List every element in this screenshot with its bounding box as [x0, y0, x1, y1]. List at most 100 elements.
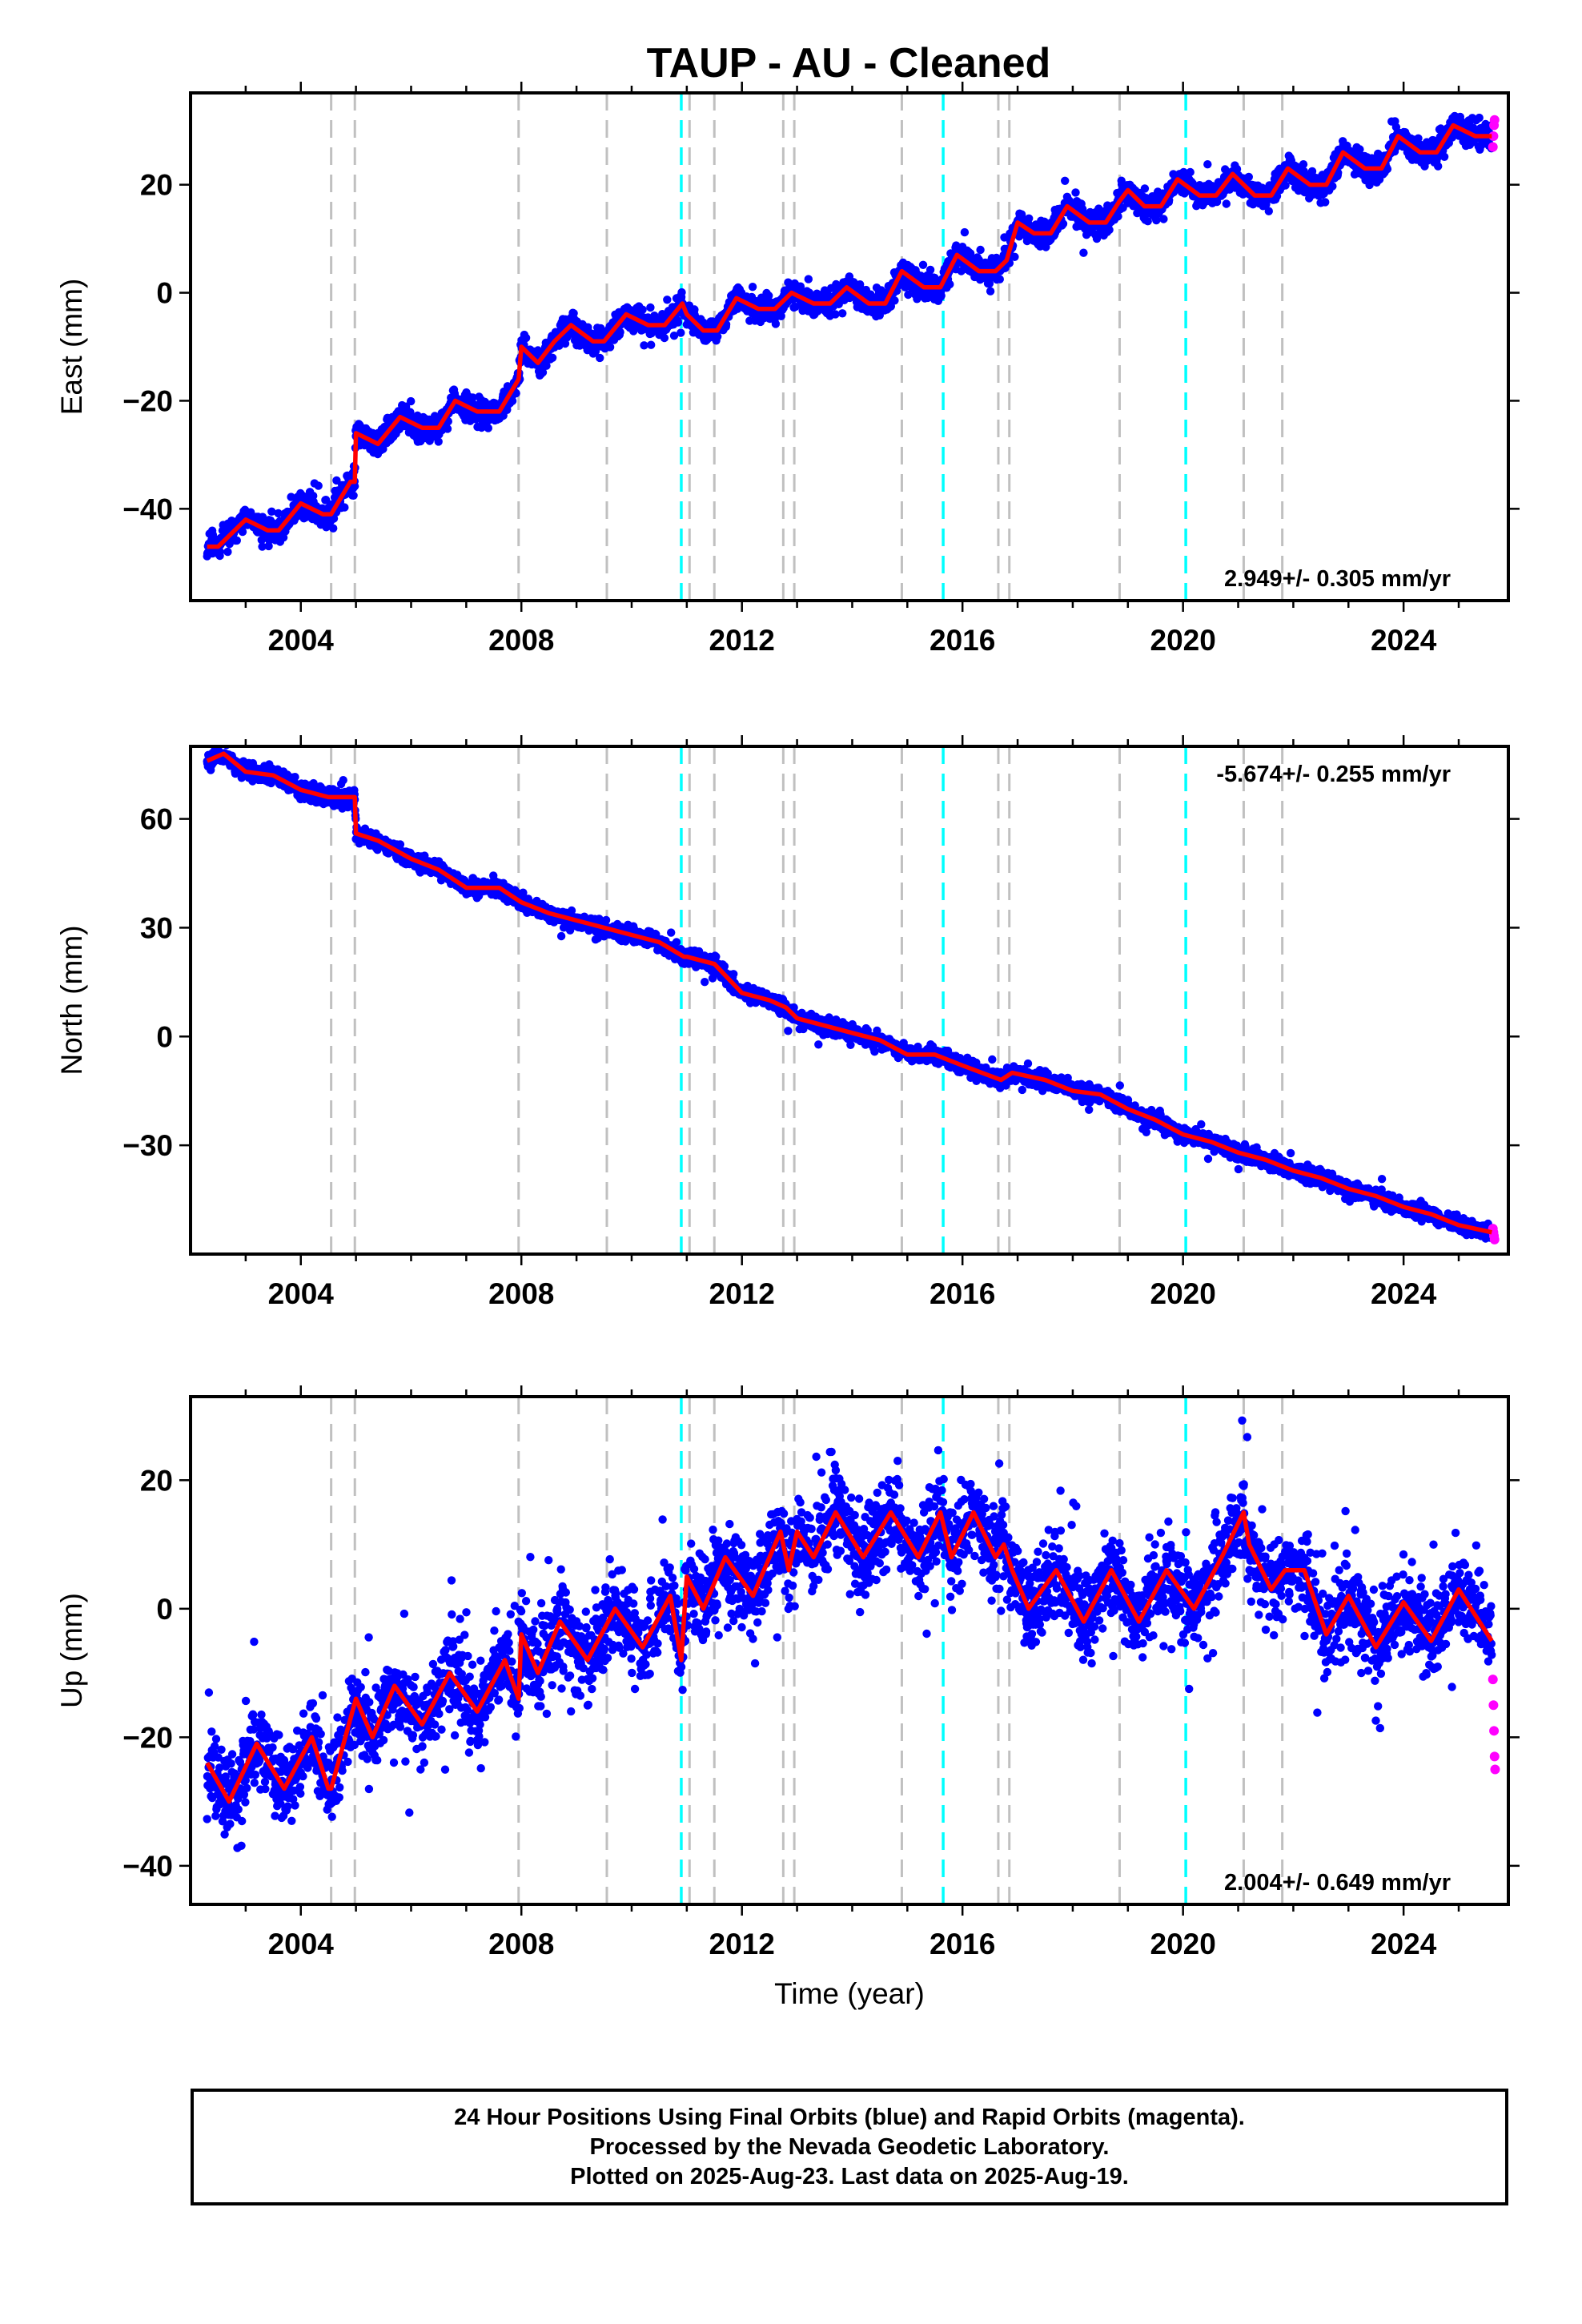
data-point: [247, 508, 255, 517]
data-point: [267, 507, 276, 516]
data-point: [1203, 160, 1212, 169]
data-point: [946, 279, 954, 289]
data-point: [1299, 160, 1308, 169]
data-point: [1159, 215, 1168, 223]
data-point: [329, 514, 339, 523]
x-tick-label: 2012: [709, 624, 775, 657]
data-point: [663, 296, 672, 304]
data-point: [1071, 188, 1080, 197]
x-tick-label: 2016: [930, 624, 995, 657]
data-point: [567, 906, 576, 915]
rapid-point: [1489, 115, 1500, 125]
data-point: [1186, 167, 1195, 177]
data-point: [232, 536, 241, 545]
data-point: [538, 368, 548, 377]
data-point: [638, 305, 647, 314]
data-point: [660, 333, 669, 343]
data-point: [1025, 214, 1034, 223]
data-point: [1355, 145, 1364, 154]
data-point: [332, 476, 341, 485]
data-point: [1244, 172, 1254, 182]
data-point: [430, 412, 440, 420]
data-point: [556, 931, 566, 941]
data-point: [1264, 207, 1274, 215]
data-point: [640, 341, 648, 350]
data-point: [1079, 248, 1088, 257]
x-tick-label: 2024: [1371, 624, 1437, 657]
data-point: [995, 275, 1005, 283]
data-point: [647, 340, 656, 349]
model-fit-line: [207, 123, 1492, 549]
data-point: [605, 343, 615, 352]
data-point: [960, 227, 970, 237]
data-point: [407, 396, 416, 406]
data-point: [831, 310, 840, 319]
data-point: [542, 361, 551, 370]
data-point: [519, 888, 528, 897]
data-point: [1321, 198, 1330, 207]
data-point: [1010, 252, 1019, 261]
data-point: [890, 296, 899, 305]
data-point: [986, 287, 995, 296]
data-point: [1058, 219, 1068, 228]
y-tick-label: 0: [156, 277, 173, 310]
data-point: [350, 482, 359, 491]
data-point: [646, 303, 655, 312]
data-point: [508, 396, 517, 405]
data-point: [291, 773, 299, 782]
data-point: [1439, 152, 1449, 161]
y-tick-label: −40: [122, 493, 173, 525]
data-point: [771, 320, 781, 328]
data-point: [1281, 181, 1290, 190]
plot-frame: [189, 91, 1510, 602]
final-orbit-points: [203, 746, 1496, 1243]
data-point: [396, 840, 405, 849]
data-point: [258, 542, 267, 551]
rate-label: 2.949+/- 0.305 mm/yr: [1224, 566, 1451, 592]
data-point: [1222, 199, 1231, 208]
rapid-point: [1488, 142, 1498, 152]
data-point: [314, 481, 323, 490]
data-point: [468, 393, 477, 402]
data-point: [1434, 162, 1443, 171]
data-point: [339, 776, 347, 785]
figure-title: TAUP - AU - Cleaned: [647, 40, 1051, 86]
y-tick-label: 20: [140, 169, 173, 202]
data-point: [1475, 113, 1484, 123]
data-point: [215, 547, 225, 557]
y-axis-label: East (mm): [55, 279, 88, 416]
data-point: [1061, 176, 1070, 185]
data-point: [926, 265, 935, 275]
x-tick-label: 2008: [488, 624, 554, 657]
data-point: [976, 245, 985, 255]
data-point: [1143, 217, 1152, 226]
data-point: [1365, 180, 1374, 190]
data-point: [521, 333, 531, 343]
data-point: [1414, 134, 1423, 143]
data-point: [677, 328, 685, 337]
rapid-orbit-points: [1488, 115, 1500, 152]
data-point: [1105, 225, 1114, 235]
data-point: [601, 915, 611, 925]
data-point: [1140, 184, 1150, 193]
data-point: [484, 424, 492, 432]
data-point: [777, 312, 785, 320]
data-point: [669, 332, 679, 340]
data-point: [1042, 243, 1050, 251]
data-point: [238, 527, 247, 537]
data-point: [673, 318, 683, 327]
data-point: [1328, 182, 1337, 191]
data-point: [804, 275, 813, 283]
plot-area: [203, 746, 1500, 1254]
data-point: [434, 437, 443, 446]
data-point: [1152, 215, 1161, 225]
x-tick-label: 2020: [1150, 624, 1216, 657]
data-point: [838, 309, 847, 318]
data-point: [596, 353, 604, 363]
data-point: [918, 260, 928, 269]
data-point: [443, 424, 452, 433]
